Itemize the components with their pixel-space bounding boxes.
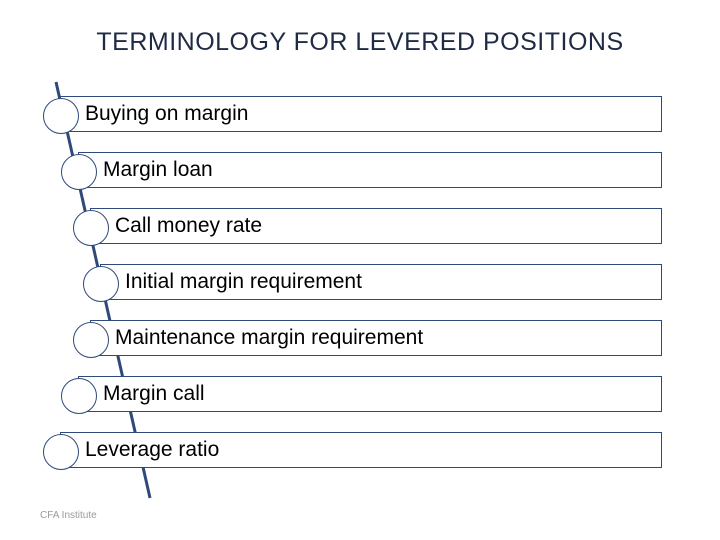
term-label: Leverage ratio <box>85 438 219 462</box>
bullet-icon <box>73 322 109 358</box>
bullet-icon <box>61 378 97 414</box>
term-row: Leverage ratio <box>60 432 662 468</box>
term-label: Margin call <box>103 382 205 406</box>
term-row: Initial margin requirement <box>100 264 662 300</box>
term-label: Call money rate <box>115 214 262 238</box>
slide: TERMINOLOGY FOR LEVERED POSITIONS Buying… <box>0 0 720 540</box>
bullet-icon <box>83 266 119 302</box>
term-row: Call money rate <box>90 208 662 244</box>
footer-text: CFA Institute <box>40 510 97 521</box>
term-label: Buying on margin <box>85 102 248 126</box>
term-label: Margin loan <box>103 158 213 182</box>
slide-title: TERMINOLOGY FOR LEVERED POSITIONS <box>0 28 720 57</box>
bullet-icon <box>73 210 109 246</box>
bullet-icon <box>61 154 97 190</box>
term-label: Initial margin requirement <box>125 270 362 294</box>
term-row: Maintenance margin requirement <box>90 320 662 356</box>
term-row: Margin call <box>78 376 662 412</box>
term-row: Margin loan <box>78 152 662 188</box>
term-row: Buying on margin <box>60 96 662 132</box>
bullet-icon <box>43 434 79 470</box>
term-label: Maintenance margin requirement <box>115 326 423 350</box>
bullet-icon <box>43 98 79 134</box>
